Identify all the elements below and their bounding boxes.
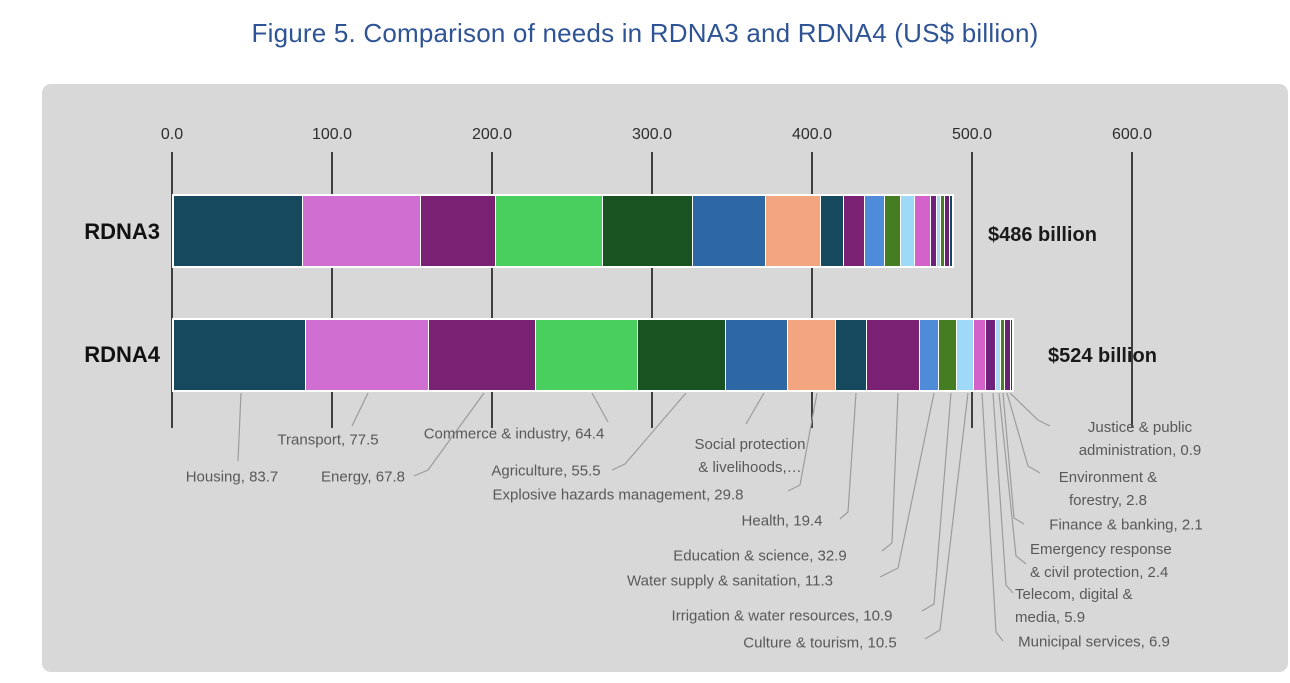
callout-label: Municipal services, 6.9: [1018, 631, 1170, 654]
bar-segment-rdna3-culture-tourism: [900, 196, 915, 266]
callout-label: Energy, 67.8: [321, 466, 405, 489]
gridline: [491, 152, 493, 428]
bar-segment-rdna3-commerce-industry: [495, 196, 604, 266]
callout-line: Commerce & industry, 64.4: [423, 425, 605, 443]
bar-rdna4: [172, 318, 1014, 392]
callout-label: Culture & tourism, 10.5: [743, 632, 896, 655]
bar-segment-rdna4-telecom-digital-media: [985, 320, 997, 390]
gridline: [971, 152, 973, 428]
callout-line: Health, 19.4: [741, 512, 823, 530]
callout-line: forestry, 2.8: [1068, 492, 1148, 509]
bar-segment-rdna4-agriculture: [637, 320, 726, 390]
axis-tick-label: 100.0: [311, 126, 353, 143]
bar-segment-rdna4-explosive-hazards-management: [788, 320, 836, 390]
bar-segment-rdna3-environment-forestry: [944, 196, 950, 266]
bar-segment-rdna3-emergency-response-civil-protection: [936, 196, 941, 266]
callout-line: & livelihoods,…: [698, 459, 802, 476]
bar-segment-rdna4-energy: [428, 320, 536, 390]
callout-line: Education & science, 32.9: [673, 547, 847, 565]
callout-line: Emergency response: [1030, 541, 1172, 558]
bar-segment-rdna4-social-protection-livelihoods: [725, 320, 789, 390]
bar-segment-rdna4-commerce-industry: [535, 320, 638, 390]
bar-segment-rdna4-environment-forestry: [1005, 320, 1011, 390]
row-label-rdna4: RDNA4: [84, 342, 160, 367]
callout-line: Finance & banking, 2.1: [1049, 516, 1203, 534]
callout-line: Culture & tourism, 10.5: [743, 634, 897, 652]
row-label-rdna3: RDNA3: [84, 219, 160, 244]
callout-label: Water supply & sanitation, 11.3: [627, 570, 833, 593]
axis-tick-label: 500.0: [951, 126, 993, 143]
bar-segment-rdna3-justice-public-administration: [949, 196, 952, 266]
total-label-rdna3: $486 billion: [988, 224, 1097, 246]
callout-label: Housing, 83.7: [186, 466, 279, 489]
callout-line: & civil protection, 2.4: [1030, 564, 1169, 581]
axis-tick-label: 0.0: [160, 126, 184, 143]
gridline: [1131, 152, 1133, 428]
bar-segment-rdna4-water-supply-sanitation: [919, 320, 939, 390]
bar-segment-rdna4-finance-banking: [1000, 320, 1006, 390]
bar-segment-rdna4-transport: [306, 320, 429, 390]
callout-line: Municipal services, 6.9: [1018, 633, 1170, 651]
bar-segment-rdna3-irrigation-water-resources: [884, 196, 901, 266]
callout-label: Education & science, 32.9: [673, 545, 846, 568]
bar-segment-rdna3-agriculture: [603, 196, 693, 266]
axis-tick-label: 600.0: [1111, 126, 1153, 143]
callout-label: Emergency response & civil protection, 2.…: [1030, 538, 1172, 584]
callout-line: Housing, 83.7: [185, 468, 279, 486]
bar-segment-rdna3-transport: [302, 196, 422, 266]
bar-segment-rdna4-health: [835, 320, 868, 390]
bar-segment-rdna3-explosive-hazards-management: [766, 196, 822, 266]
gridline: [171, 152, 173, 428]
bar-segment-rdna4-culture-tourism: [956, 320, 975, 390]
bar-segment-rdna4-irrigation-water-resources: [938, 320, 957, 390]
callout-line: Explosive hazards management, 29.8: [492, 486, 744, 504]
axis-tick-label: 300.0: [631, 126, 673, 143]
callout-line: Social protection: [694, 436, 806, 453]
callout-label: Irrigation & water resources, 10.9: [672, 605, 893, 628]
callout-line: Water supply & sanitation, 11.3: [627, 572, 833, 590]
callout-label: Finance & banking, 2.1: [1049, 514, 1202, 537]
callout-line: Irrigation & water resources, 10.9: [671, 607, 893, 625]
callout-line: Energy, 67.8: [321, 468, 405, 486]
gridline: [651, 152, 653, 428]
bar-segment-rdna3-health: [821, 196, 844, 266]
bar-segment-rdna4-housing: [174, 320, 307, 390]
callout-label: Social protection & livelihoods,…: [695, 433, 806, 479]
bar-segment-rdna3-energy: [421, 196, 496, 266]
callout-line: Transport, 77.5: [277, 431, 379, 449]
callout-label: Telecom, digital & media, 5.9: [1015, 583, 1133, 629]
bar-segment-rdna3-housing: [174, 196, 303, 266]
callout-label: Explosive hazards management, 29.8: [493, 484, 744, 507]
callout-label: Justice & public administration, 0.9: [1079, 416, 1202, 462]
bar-segment-rdna3-finance-banking: [940, 196, 945, 266]
axis-tick-label: 400.0: [791, 126, 833, 143]
callout-label: Commerce & industry, 64.4: [424, 423, 605, 446]
bar-segment-rdna4-emergency-response-civil-protection: [996, 320, 1001, 390]
callout-label: Agriculture, 55.5: [491, 460, 600, 483]
callout-label: Environment & forestry, 2.8: [1059, 466, 1157, 512]
bar-rdna3: [172, 194, 954, 268]
callout-label: Health, 19.4: [742, 510, 823, 533]
callout-line: Telecom, digital &: [1015, 586, 1133, 603]
bar-segment-rdna3-social-protection-livelihoods: [692, 196, 767, 266]
bar-segment-rdna4-municipal-services: [974, 320, 986, 390]
callout-line: administration, 0.9: [1078, 442, 1202, 459]
bar-segment-rdna4-education-science: [867, 320, 920, 390]
callout-line: media, 5.9: [1015, 609, 1086, 626]
bar-segment-rdna3-telecom-digital-media: [930, 196, 937, 266]
bar-segment-rdna3-municipal-services: [914, 196, 931, 266]
callout-line: Justice & public: [1087, 419, 1193, 436]
bar-segment-rdna3-education-science: [843, 196, 865, 266]
gridline: [331, 152, 333, 428]
callout-label: Transport, 77.5: [277, 429, 378, 452]
bar-segment-rdna4-justice-public-administration: [1010, 320, 1013, 390]
figure-title: Figure 5. Comparison of needs in RDNA3 a…: [251, 18, 1039, 48]
gridline: [811, 152, 813, 428]
total-label-rdna4: $524 billion: [1048, 345, 1157, 367]
axis-tick-label: 200.0: [471, 126, 513, 143]
callout-line: Environment &: [1058, 469, 1158, 486]
bar-segment-rdna3-water-supply-sanitation: [864, 196, 885, 266]
callout-line: Agriculture, 55.5: [491, 462, 601, 480]
